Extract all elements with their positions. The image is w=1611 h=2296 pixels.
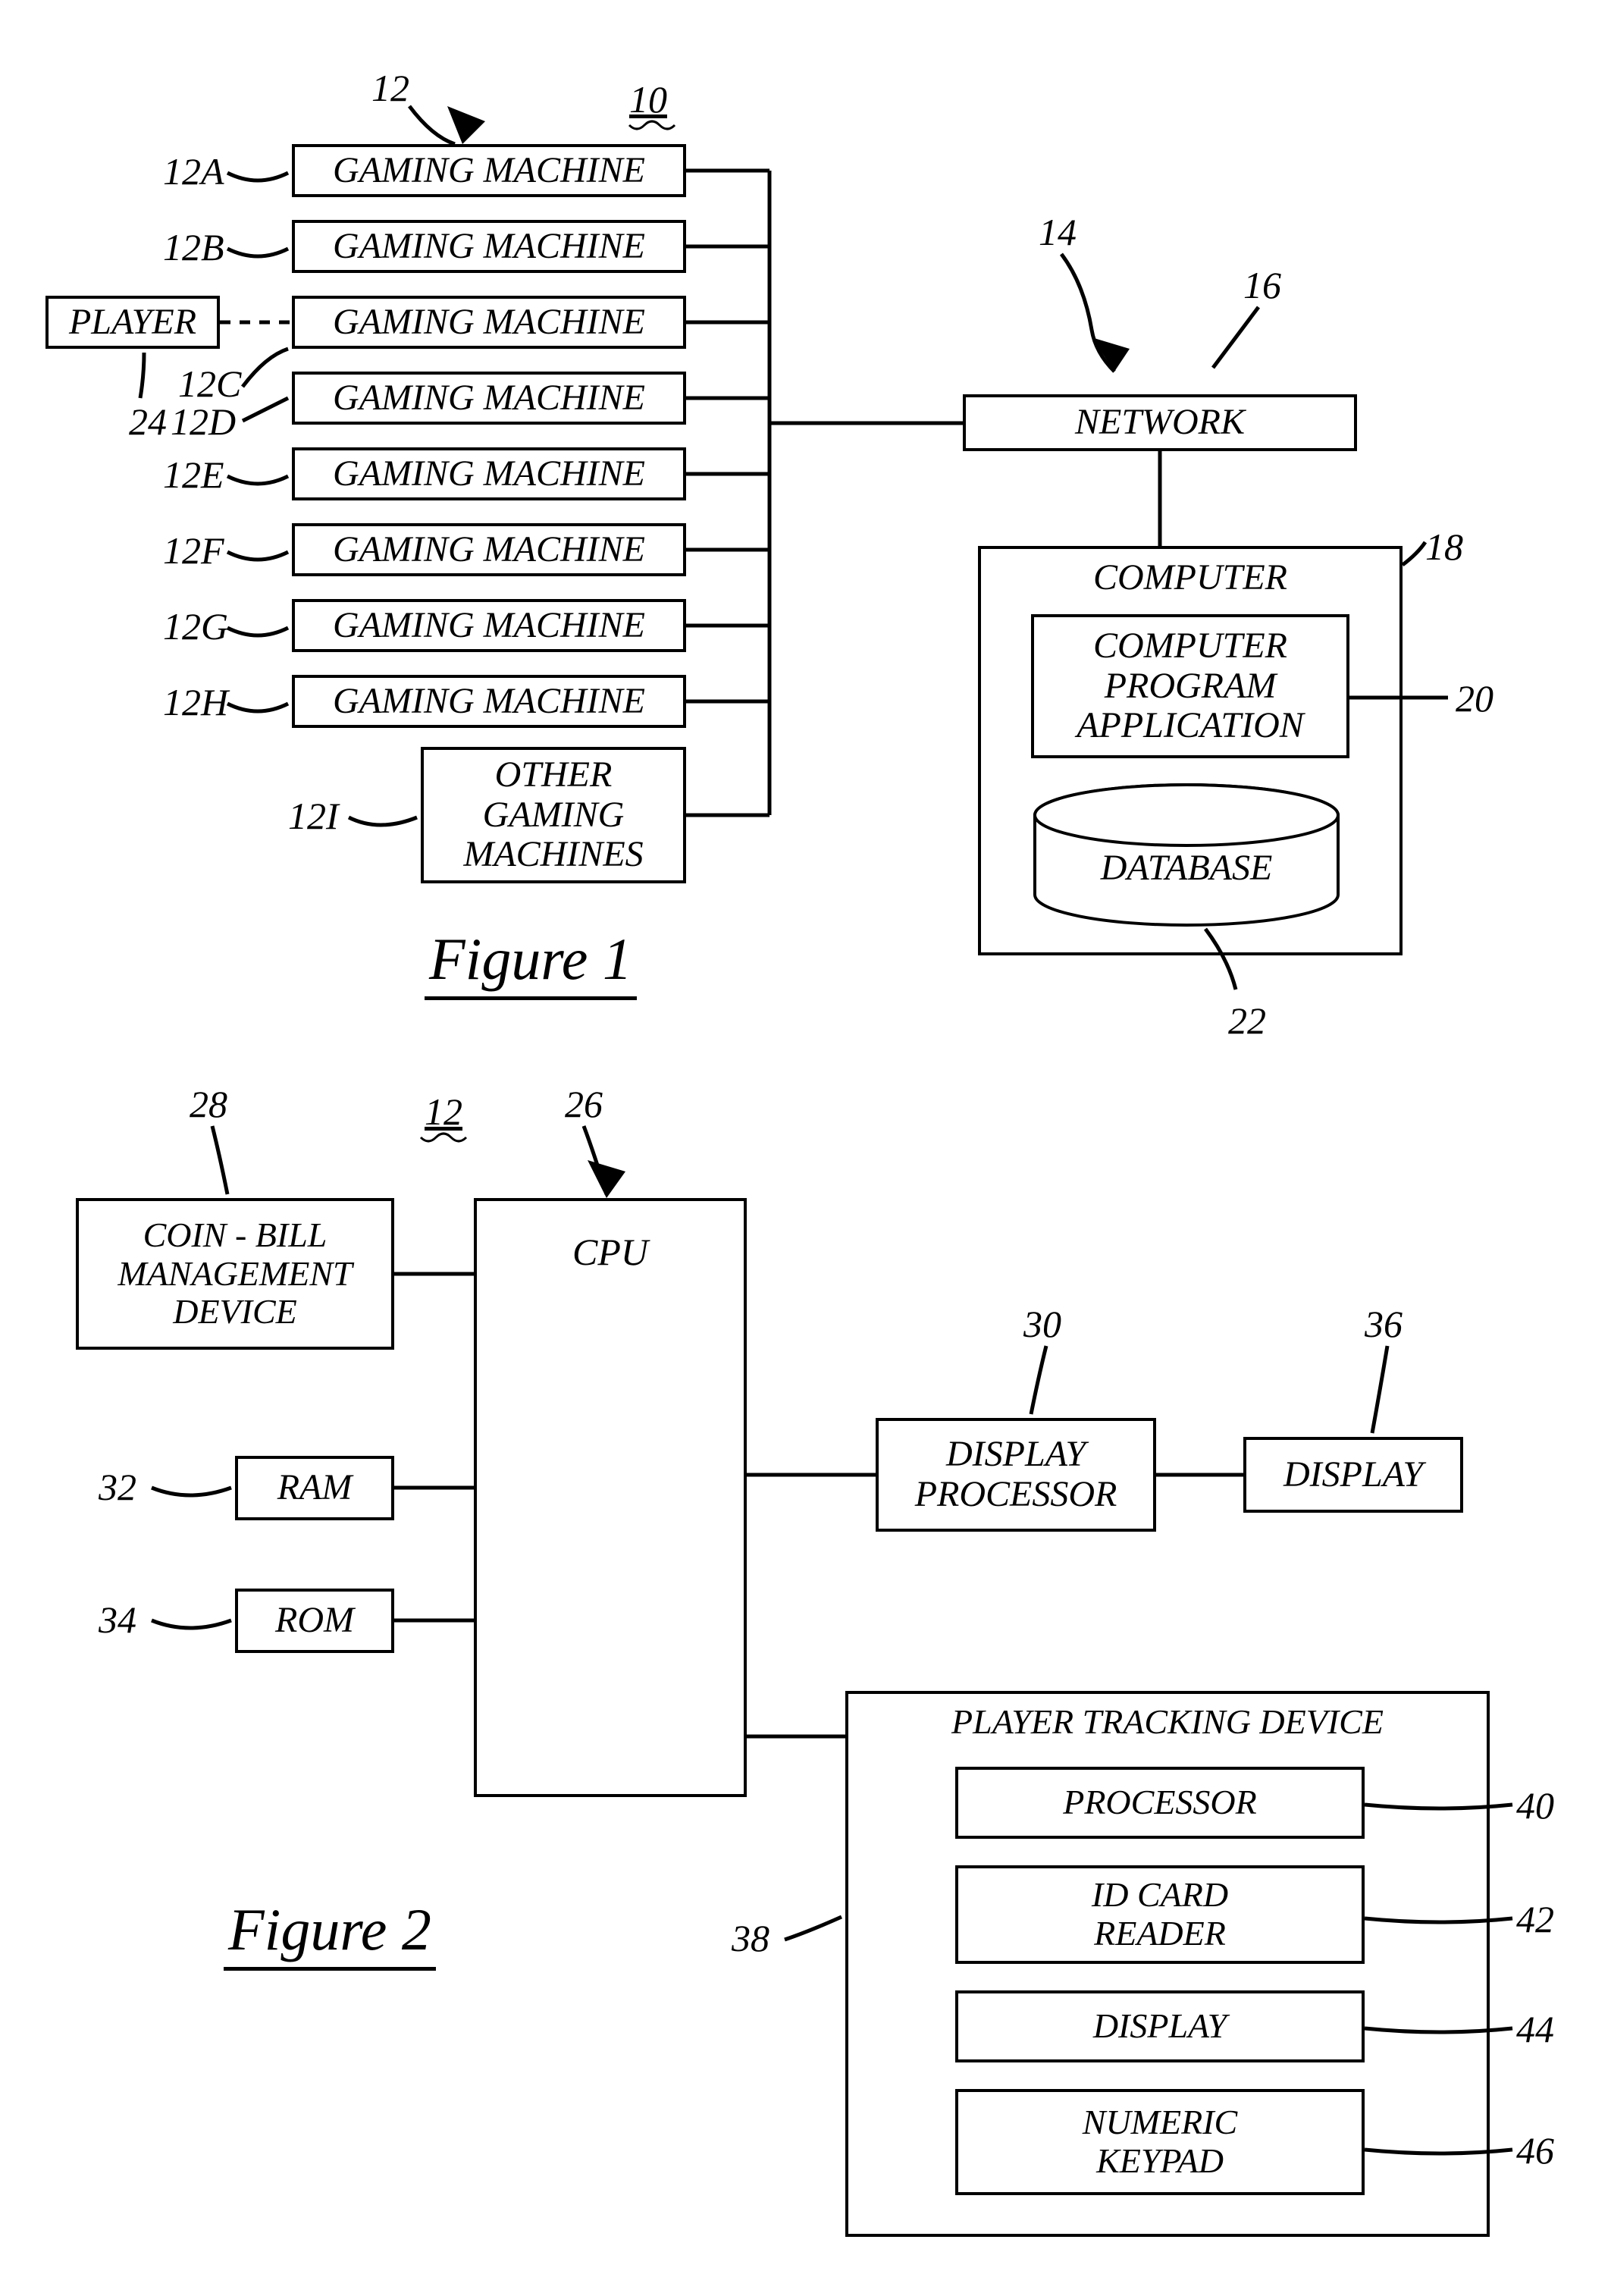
ref-12A: 12A xyxy=(163,152,224,192)
text: GAMING MACHINE xyxy=(333,227,645,267)
ref-24: 24 xyxy=(129,402,167,442)
ref-22: 22 xyxy=(1228,1001,1266,1041)
figure2-caption: Figure 2 xyxy=(224,1896,436,1971)
ptd-keypad: NUMERIC KEYPAD xyxy=(955,2089,1365,2195)
network-box: NETWORK xyxy=(963,394,1357,451)
ref-36: 36 xyxy=(1365,1304,1403,1344)
text: DISPLAY xyxy=(1093,2007,1227,2046)
ref-42: 42 xyxy=(1516,1899,1554,1940)
text: DISPLAY PROCESSOR xyxy=(915,1435,1117,1515)
ref-12E: 12E xyxy=(163,455,224,495)
text: PROCESSOR xyxy=(1063,1783,1257,1822)
text: ROM xyxy=(275,1601,354,1641)
gaming-machine-12E: GAMING MACHINE xyxy=(292,447,686,500)
rom-box: ROM xyxy=(235,1589,394,1653)
ref-18: 18 xyxy=(1425,527,1463,567)
ref-28: 28 xyxy=(190,1084,227,1124)
display-processor-box: DISPLAY PROCESSOR xyxy=(876,1418,1156,1532)
ref-44: 44 xyxy=(1516,2009,1554,2050)
ref-38: 38 xyxy=(732,1918,769,1959)
coin-bill-box: COIN - BILL MANAGEMENT DEVICE xyxy=(76,1198,394,1350)
text: CPU xyxy=(572,1231,648,1273)
ptd-processor: PROCESSOR xyxy=(955,1767,1365,1839)
ref-40: 40 xyxy=(1516,1786,1554,1826)
text: GAMING MACHINE xyxy=(333,151,645,191)
ram-box: RAM xyxy=(235,1456,394,1520)
computer-title: COMPUTER xyxy=(981,549,1399,598)
figure1-caption: Figure 1 xyxy=(425,925,637,1000)
text: GAMING MACHINE xyxy=(333,606,645,646)
gaming-machine-12F: GAMING MACHINE xyxy=(292,523,686,576)
ref-46: 46 xyxy=(1516,2131,1554,2171)
ref-12H: 12H xyxy=(163,682,228,723)
ref-14: 14 xyxy=(1039,212,1077,252)
gaming-machine-12G: GAMING MACHINE xyxy=(292,599,686,652)
gaming-machine-12A: GAMING MACHINE xyxy=(292,144,686,197)
ptd-title: PLAYER TRACKING DEVICE xyxy=(848,1694,1487,1742)
ref-12b: 12 xyxy=(425,1092,462,1132)
text: DISPLAY xyxy=(1283,1455,1423,1495)
ref-16: 16 xyxy=(1243,265,1281,306)
ptd-display: DISPLAY xyxy=(955,1990,1365,2062)
ref-12D: 12D xyxy=(171,402,236,442)
text: COMPUTER PROGRAM APPLICATION xyxy=(1077,626,1304,746)
ref-32: 32 xyxy=(99,1467,136,1507)
other-gaming-machines: OTHER GAMING MACHINES xyxy=(421,747,686,883)
ref-26: 26 xyxy=(565,1084,603,1124)
text: GAMING MACHINE xyxy=(333,378,645,419)
text: NUMERIC KEYPAD xyxy=(1083,2103,1237,2180)
text: NETWORK xyxy=(1075,403,1245,443)
ref-10: 10 xyxy=(629,80,667,120)
text: COIN - BILL MANAGEMENT DEVICE xyxy=(118,1216,352,1331)
ref-12C: 12C xyxy=(178,364,241,404)
gaming-machine-12H: GAMING MACHINE xyxy=(292,675,686,728)
ref-34: 34 xyxy=(99,1600,136,1640)
ptd-idcard: ID CARD READER xyxy=(955,1865,1365,1964)
text: GAMING MACHINE xyxy=(333,454,645,494)
ref-12F: 12F xyxy=(163,531,224,571)
gaming-machine-12C: GAMING MACHINE xyxy=(292,296,686,349)
ref-12B: 12B xyxy=(163,227,224,268)
computer-program-app: COMPUTER PROGRAM APPLICATION xyxy=(1031,614,1349,758)
database-text: DATABASE xyxy=(1095,849,1277,887)
text: RAM xyxy=(277,1468,353,1508)
text: GAMING MACHINE xyxy=(333,682,645,722)
player-box: PLAYER xyxy=(45,296,220,349)
gaming-machine-12B: GAMING MACHINE xyxy=(292,220,686,273)
ref-12G: 12G xyxy=(163,607,228,647)
ref-20: 20 xyxy=(1456,679,1493,719)
text: GAMING MACHINE xyxy=(333,303,645,343)
cpu-box: CPU xyxy=(474,1198,747,1797)
text: GAMING MACHINE xyxy=(333,530,645,570)
text: OTHER GAMING MACHINES xyxy=(463,755,643,875)
ref-12I: 12I xyxy=(288,796,339,836)
ref-12: 12 xyxy=(371,68,409,108)
ref-30: 30 xyxy=(1023,1304,1061,1344)
gaming-machine-12D: GAMING MACHINE xyxy=(292,372,686,425)
text: ID CARD READER xyxy=(1092,1876,1228,1953)
display-box: DISPLAY xyxy=(1243,1437,1463,1513)
text: PLAYER xyxy=(69,303,196,343)
